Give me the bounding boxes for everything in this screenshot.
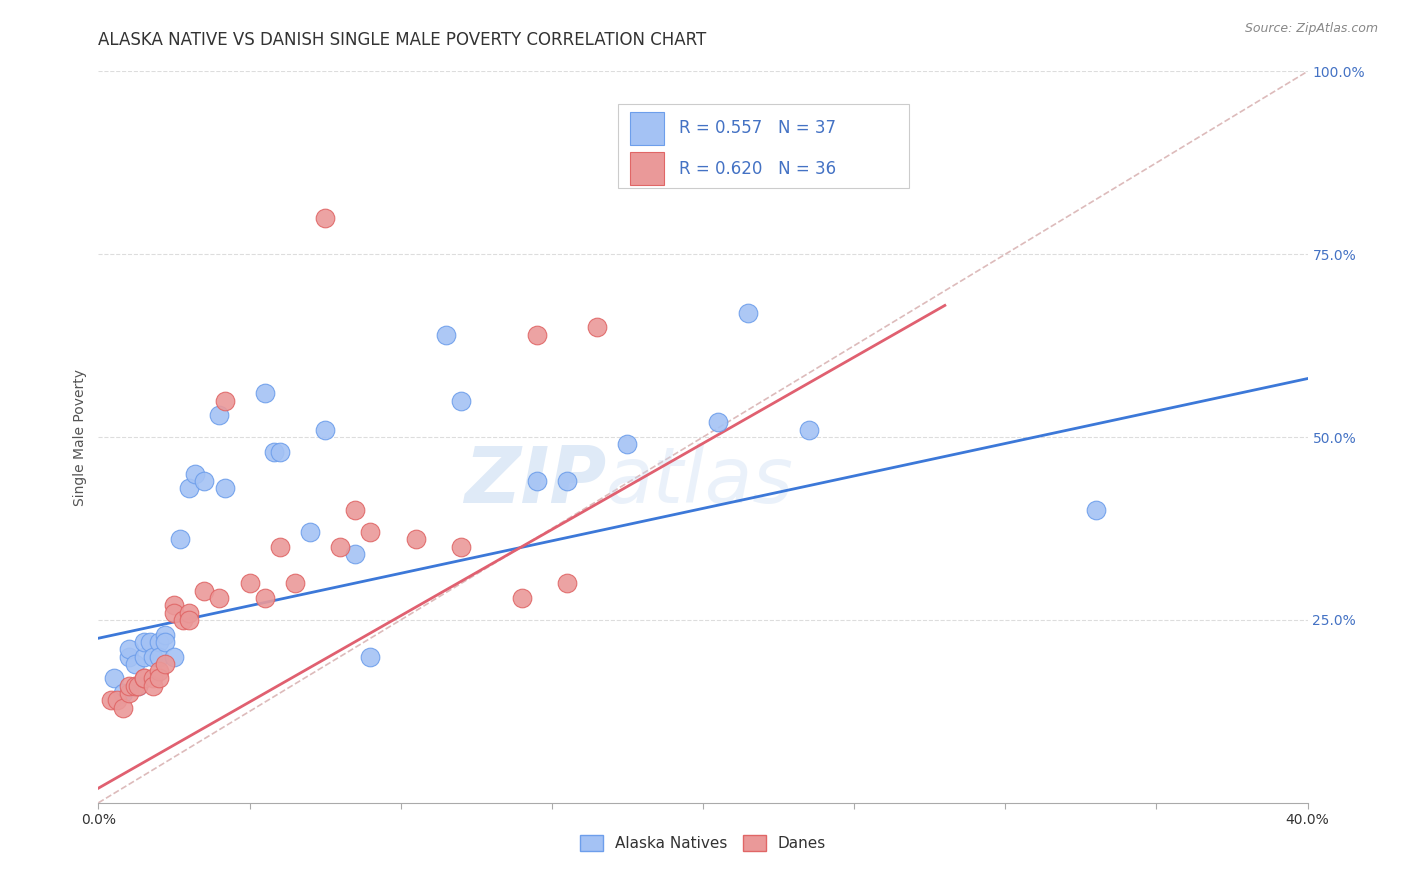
Point xyxy=(148,664,170,678)
Point xyxy=(179,613,201,627)
Point xyxy=(450,393,472,408)
Text: Source: ZipAtlas.com: Source: ZipAtlas.com xyxy=(1244,22,1378,36)
Point xyxy=(132,672,155,686)
Point xyxy=(586,320,609,334)
Point xyxy=(360,649,382,664)
Point xyxy=(153,627,176,641)
Text: R = 0.620   N = 36: R = 0.620 N = 36 xyxy=(679,160,837,178)
Text: ALASKA NATIVE VS DANISH SINGLE MALE POVERTY CORRELATION CHART: ALASKA NATIVE VS DANISH SINGLE MALE POVE… xyxy=(98,31,707,49)
Text: ZIP: ZIP xyxy=(464,443,606,519)
Point xyxy=(163,606,186,620)
Point xyxy=(153,657,176,671)
Point xyxy=(269,540,291,554)
Legend: Alaska Natives, Danes: Alaska Natives, Danes xyxy=(574,830,832,857)
Point xyxy=(344,503,367,517)
Point xyxy=(124,657,146,671)
Point xyxy=(163,599,186,613)
Point xyxy=(1085,503,1108,517)
Point xyxy=(434,327,457,342)
Point xyxy=(142,679,165,693)
Point xyxy=(100,693,122,707)
Point xyxy=(239,576,262,591)
FancyBboxPatch shape xyxy=(630,153,664,186)
Point xyxy=(172,613,194,627)
Point xyxy=(118,686,141,700)
Point xyxy=(555,474,578,488)
Point xyxy=(263,444,285,458)
Point xyxy=(118,642,141,657)
Point xyxy=(148,649,170,664)
Point xyxy=(184,467,207,481)
Point xyxy=(179,606,201,620)
Point xyxy=(111,700,134,714)
FancyBboxPatch shape xyxy=(619,104,908,188)
Point xyxy=(329,540,352,554)
Point xyxy=(127,679,149,693)
Point xyxy=(405,533,427,547)
Point xyxy=(616,437,638,451)
Point xyxy=(555,576,578,591)
Point xyxy=(118,679,141,693)
Point xyxy=(208,408,231,422)
Point xyxy=(132,649,155,664)
FancyBboxPatch shape xyxy=(630,112,664,145)
Point xyxy=(148,635,170,649)
Point xyxy=(707,416,730,430)
Point xyxy=(253,591,276,605)
Point xyxy=(214,393,236,408)
Point xyxy=(105,693,128,707)
Point xyxy=(797,423,820,437)
Point xyxy=(193,474,215,488)
Text: R = 0.557   N = 37: R = 0.557 N = 37 xyxy=(679,120,835,137)
Point xyxy=(269,444,291,458)
Point xyxy=(118,649,141,664)
Point xyxy=(179,481,201,495)
Point xyxy=(450,540,472,554)
Point xyxy=(153,635,176,649)
Point xyxy=(314,211,336,225)
Point xyxy=(127,679,149,693)
Point xyxy=(737,306,759,320)
Point xyxy=(314,423,336,437)
Point xyxy=(526,474,548,488)
Point xyxy=(142,649,165,664)
Point xyxy=(299,525,322,540)
Point xyxy=(139,635,162,649)
Point xyxy=(510,591,533,605)
Point xyxy=(142,672,165,686)
Point xyxy=(360,525,382,540)
Text: atlas: atlas xyxy=(606,443,794,519)
Point xyxy=(193,583,215,598)
Point xyxy=(163,649,186,664)
Point xyxy=(284,576,307,591)
Point xyxy=(208,591,231,605)
Point xyxy=(253,386,276,401)
Point xyxy=(169,533,191,547)
Y-axis label: Single Male Poverty: Single Male Poverty xyxy=(73,368,87,506)
Point xyxy=(344,547,367,561)
Point xyxy=(526,327,548,342)
Point xyxy=(103,672,125,686)
Point xyxy=(124,679,146,693)
Point xyxy=(214,481,236,495)
Point xyxy=(148,672,170,686)
Point xyxy=(132,635,155,649)
Point xyxy=(132,672,155,686)
Point xyxy=(111,686,134,700)
